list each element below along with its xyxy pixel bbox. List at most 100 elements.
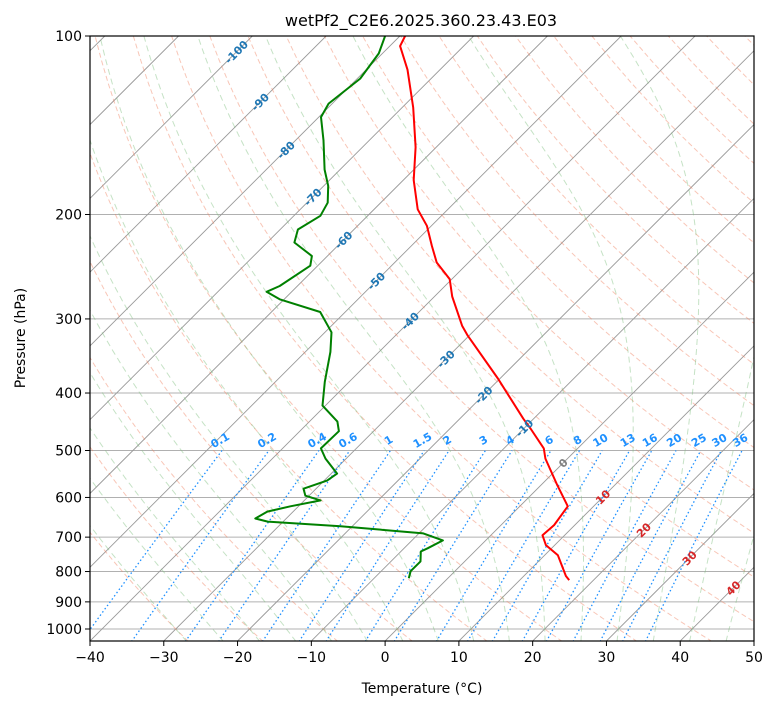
x-tick-label: −20 — [223, 650, 253, 666]
y-tick-label: 100 — [55, 29, 82, 45]
x-tick-label: −40 — [75, 650, 105, 666]
isotherm-label: -30 — [435, 347, 458, 370]
isotherm-label: -40 — [399, 309, 422, 332]
mixing-ratio-label: 0.4 — [305, 430, 329, 451]
x-tick-label: −10 — [297, 650, 327, 666]
isotherm-line — [90, 36, 622, 568]
mixing-ratio-line — [262, 450, 392, 641]
isotherm-line — [90, 36, 474, 421]
mixing-ratio-line — [218, 450, 351, 641]
moist-adiabat-line — [197, 36, 510, 641]
isotherm-line — [458, 345, 754, 641]
isotherm-line — [384, 271, 754, 641]
moist-adiabat-line — [90, 477, 224, 641]
y-tick-label: 700 — [55, 530, 82, 546]
y-tick-label: 900 — [55, 595, 82, 611]
isotherm-label: -20 — [472, 383, 495, 406]
mixing-ratio-label: 2 — [441, 433, 454, 448]
axes-frame — [89, 35, 755, 642]
mixing-ratio-label: 36 — [730, 431, 750, 450]
dry-adiabat-line — [90, 531, 189, 641]
dry-adiabat-line — [706, 36, 754, 86]
mixing-ratio-label: 13 — [618, 431, 638, 450]
isotherm-line — [90, 36, 253, 199]
mixing-ratio-line — [131, 450, 270, 641]
mixing-ratio-line — [521, 450, 631, 641]
isotherm-line — [90, 36, 327, 273]
isotherm-label: 10 — [593, 487, 613, 507]
isotherm-label: -80 — [275, 138, 298, 161]
moist-adiabat-line — [90, 426, 261, 641]
x-tick-label: 50 — [745, 650, 763, 666]
dry-adiabat-line — [90, 446, 264, 641]
isotherm-label: 40 — [724, 578, 744, 598]
plot-area — [90, 36, 754, 641]
dry-adiabat-line — [362, 36, 754, 449]
dry-adiabat-line — [90, 151, 488, 641]
x-tick-label: 20 — [524, 650, 542, 666]
isotherm-label: -70 — [301, 185, 324, 208]
moist-adiabat-line — [90, 524, 187, 641]
isotherm-line — [753, 640, 754, 641]
temperature-profile-line — [399, 36, 570, 581]
mixing-ratio-label: 6 — [543, 433, 556, 448]
isotherm-line — [310, 197, 754, 641]
x-axis: −40 −30 −20 −10 0 10 20 30 40 50 — [75, 641, 763, 666]
dry-adiabat-line — [209, 36, 754, 623]
x-axis-label: Temperature (°C) — [361, 681, 483, 697]
isotherm-line — [163, 50, 754, 641]
mixing-ratio-label: 20 — [664, 431, 684, 450]
mixing-ratio-line — [185, 450, 320, 641]
mixing-ratio-line — [393, 450, 513, 641]
y-tick-label: 400 — [55, 386, 82, 402]
dry-adiabat-line — [247, 36, 754, 578]
dry-adiabat-line — [629, 36, 754, 164]
dry-adiabat-line — [438, 36, 754, 365]
isotherm-line — [236, 123, 754, 641]
isotherm-line — [605, 492, 754, 641]
dry-adiabat-line — [90, 260, 413, 641]
dry-adiabat-line — [667, 36, 754, 125]
moist-adiabat-line — [689, 354, 754, 641]
y-tick-label: 800 — [55, 565, 82, 581]
moist-adiabat-line — [90, 138, 404, 641]
mixing-ratio-line — [622, 450, 722, 641]
y-axis-label: Pressure (hPa) — [13, 288, 29, 388]
dry-adiabat-line — [591, 36, 754, 204]
moist-adiabat-line — [143, 36, 475, 641]
moist-adiabat-line — [619, 36, 700, 641]
moist-adiabat-line — [90, 371, 297, 641]
mixing-ratio-line — [599, 450, 702, 641]
y-tick-label: 1000 — [46, 622, 82, 638]
moist-adiabat-line — [468, 36, 634, 641]
moist-adiabat-line — [90, 234, 368, 641]
mixing-ratio-line — [644, 450, 743, 641]
dry-adiabat-line — [553, 36, 754, 244]
dewpoint-profile-line — [254, 36, 444, 579]
x-tick-label: 40 — [671, 650, 689, 666]
moist-adiabat-line — [265, 36, 546, 641]
isotherm-label: -10 — [513, 416, 536, 439]
y-axis: 100 200 300 400 500 600 700 800 900 1000 — [46, 29, 90, 638]
isotherm-line — [90, 36, 696, 641]
x-tick-label: −30 — [149, 650, 179, 666]
dry-adiabat-line — [515, 36, 754, 284]
dry-adiabat-line — [171, 36, 713, 641]
y-tick-label: 500 — [55, 443, 82, 459]
mixing-ratio-label: 3 — [477, 433, 490, 448]
x-tick-label: 0 — [381, 650, 390, 666]
line-labels: 0.1 0.2 0.4 0.6 1 1.5 2 3 4 6 8 10 13 16 20 25 30 36-100-… — [209, 38, 751, 599]
dry-adiabat-line — [94, 36, 563, 641]
moist-adiabat-line — [90, 309, 333, 641]
isotherm-line — [90, 36, 548, 495]
mixing-ratio-line — [435, 450, 552, 641]
mixing-ratio-line — [364, 450, 486, 641]
moist-adiabat-line — [99, 36, 439, 641]
x-tick-label: 10 — [450, 650, 468, 666]
mixing-ratio-label: 1 — [382, 433, 395, 448]
mixing-ratio-line — [90, 450, 223, 631]
mixing-ratio-line — [545, 450, 653, 641]
isotherm-line — [90, 36, 401, 347]
x-tick-label: 30 — [598, 650, 616, 666]
